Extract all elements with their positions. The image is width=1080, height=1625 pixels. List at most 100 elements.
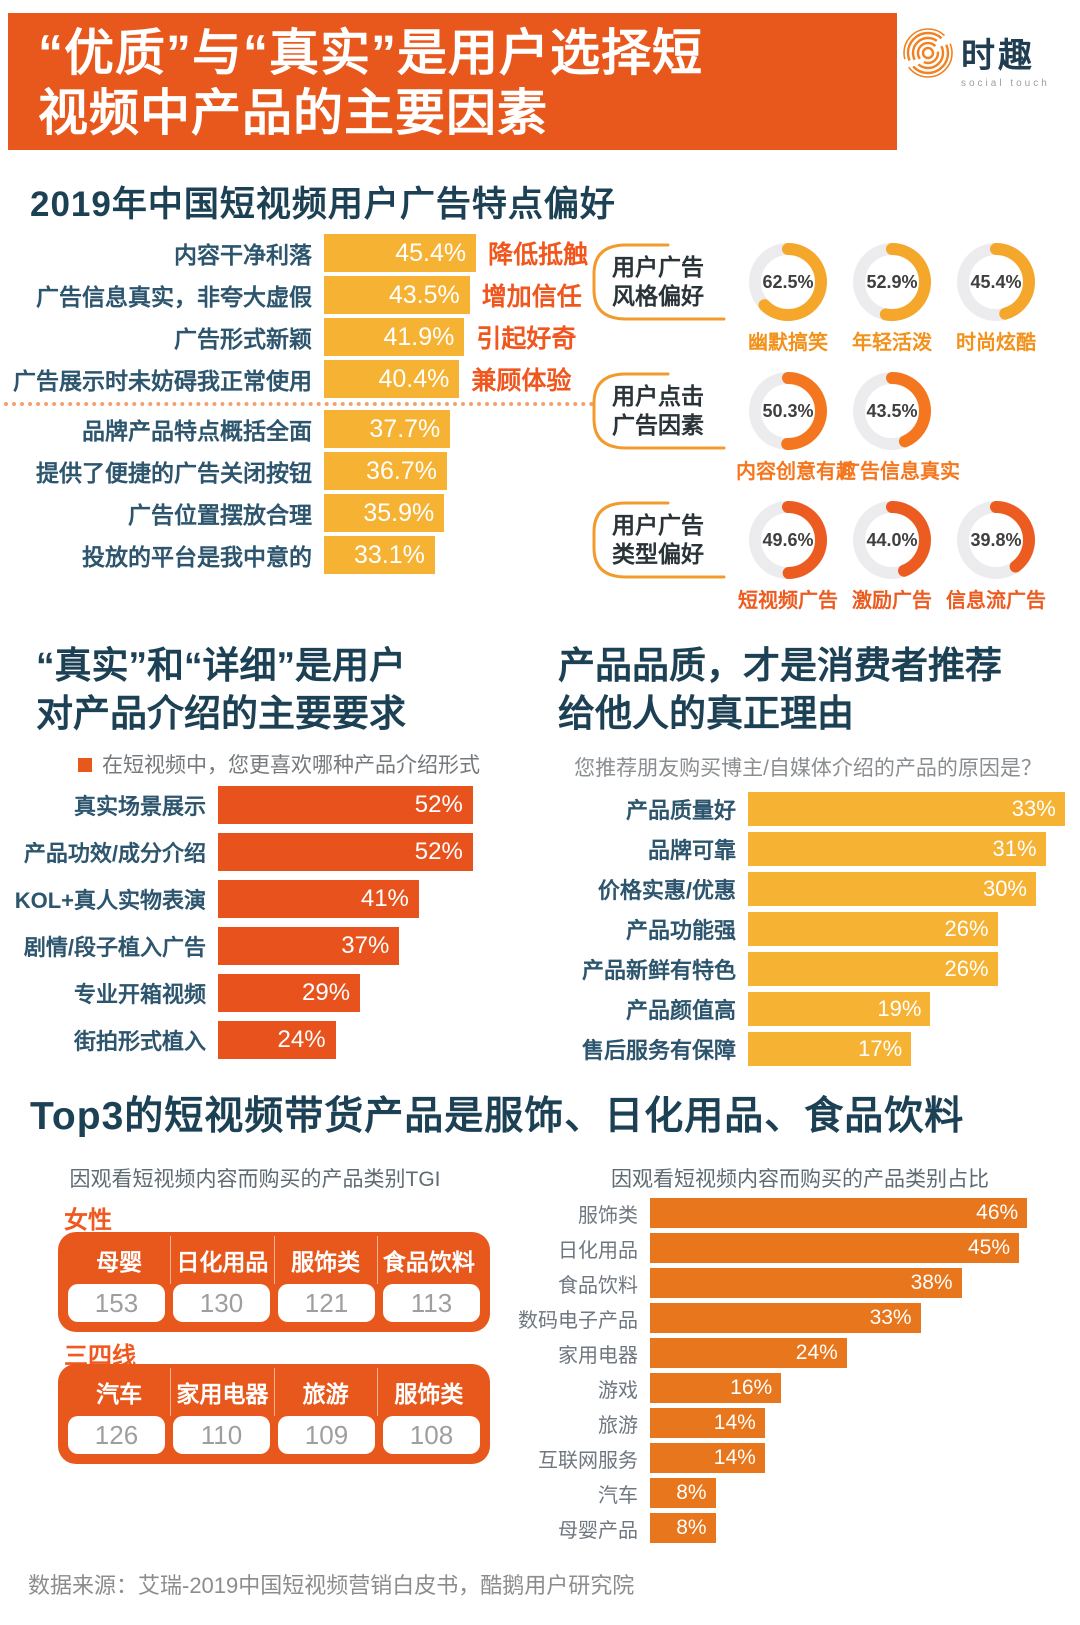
donut-item: 50.3% 内容创意有趣: [736, 369, 856, 484]
bar-value: 37.7%: [369, 414, 441, 443]
ad-traits-bar-chart: 内容干净利落 45.4% 降低抵触 广告信息真实，非夸大虚假 43.5% 增加信任 广告形式…: [4, 234, 594, 578]
bar-value: 41%: [360, 885, 409, 912]
tgi-female-label: 女性: [64, 1207, 112, 1234]
bar-value: 33%: [1011, 796, 1056, 821]
donut-gauge: 52.9%: [850, 240, 934, 324]
bar: 40.4%: [324, 360, 460, 398]
table-header-row: 汽车 家用电器 旅游 服饰类: [68, 1368, 480, 1416]
bar-label: 广告信息真实，非夸大虚假: [36, 284, 312, 310]
bar: 33.1%: [324, 536, 435, 574]
donut-ring-icon: [957, 501, 1035, 579]
social-touch-logo: 时趣 social touch: [903, 28, 1050, 89]
bar: 29%: [218, 974, 361, 1012]
bar-value: 29%: [302, 979, 351, 1006]
bar-row: 品牌可靠 31%: [548, 832, 1080, 866]
section2-left-title-line2: 对产品介绍的主要要求: [36, 693, 406, 734]
table-header-cell: 汽车: [96, 1381, 143, 1407]
section3-title: Top3的短视频带货产品是服饰、日化用品、食品饮料: [30, 1095, 965, 1138]
section2-left-title: “真实”和“详细”是用户 对产品介绍的主要要求: [36, 642, 406, 738]
bar: 19%: [748, 992, 931, 1026]
table-header-row: 母婴 日化用品 服饰类 食品饮料: [68, 1236, 480, 1284]
donut-value: 44.0%: [866, 529, 918, 550]
bar: 14%: [650, 1443, 765, 1473]
bar: 52%: [218, 786, 473, 824]
bar-value: 19%: [877, 996, 922, 1021]
donut-value: 62.5%: [762, 271, 814, 292]
section2-right-title-line1: 产品品质，才是消费者推荐: [558, 645, 1002, 686]
bar-label: 品牌产品特点概括全面: [82, 418, 312, 444]
bar-value: 14%: [713, 1446, 756, 1469]
bar: 41%: [218, 880, 419, 918]
donut-ring-icon: [853, 372, 931, 450]
bar-value: 24%: [795, 1341, 838, 1364]
bar-value: 14%: [713, 1411, 756, 1434]
bar-row: 投放的平台是我中意的 33.1%: [4, 536, 594, 574]
bar-label: 家用电器: [558, 1344, 638, 1367]
spiral-rings-icon: [903, 28, 953, 83]
donut-ring-icon: [853, 501, 931, 579]
table-value-cell: 126: [68, 1416, 165, 1454]
bar-label: 售后服务有保障: [581, 1038, 736, 1063]
bar-row: 旅游 14%: [470, 1408, 1070, 1438]
donut-group-label-text: 用户点击 广告因素: [598, 382, 718, 440]
donut-group-label: 用户广告 类型偏好: [588, 498, 728, 582]
bar-value: 46%: [976, 1201, 1019, 1224]
table-value-cell: 113: [383, 1284, 480, 1322]
bar-row: 服饰类 46%: [470, 1198, 1070, 1228]
bar-label: 街拍形式植入: [73, 1029, 206, 1054]
bar-row: 日化用品 45%: [470, 1233, 1070, 1263]
bar-row: 互联网服务 14%: [470, 1443, 1070, 1473]
donut-item: 39.8% 信息流广告: [944, 498, 1048, 613]
bar-label: 真实场景展示: [73, 794, 206, 819]
bar-value: 43.5%: [388, 280, 460, 309]
bar-label: 产品新鲜有特色: [581, 958, 736, 983]
donut-label: 广告信息真实: [840, 461, 960, 483]
bar: 37%: [218, 927, 400, 965]
bar-row: 广告信息真实，非夸大虚假 43.5% 增加信任: [4, 276, 594, 314]
donut-gauge: 62.5%: [746, 240, 830, 324]
table-value-cell: 110: [173, 1416, 270, 1454]
bar: 16%: [650, 1373, 782, 1403]
donut-item: 45.4% 时尚炫酷: [944, 240, 1048, 355]
recommend-reasons-bar-chart: 产品质量好 33% 品牌可靠 31% 价格实惠/优惠 30% 产品功能强 26% 产品新鲜有特色…: [548, 792, 1080, 1072]
table-header-cell: 家用电器: [170, 1368, 273, 1416]
donut-value: 39.8%: [970, 529, 1022, 550]
bar-value: 41.9%: [383, 322, 455, 351]
bar: 36.7%: [324, 452, 447, 490]
tgi-tier34-table: 汽车 家用电器 旅游 服饰类 126 110 109 108: [58, 1364, 490, 1464]
bar-label: 母婴产品: [558, 1519, 638, 1542]
donut-value: 50.3%: [762, 400, 814, 421]
donut-group: 用户广告 类型偏好 49.6% 短视频广告 44.0% 激励广告 39.8% 信息流广告: [588, 498, 1080, 613]
bar-row: 品牌产品特点概括全面 37.7%: [4, 410, 594, 448]
donut-gauge: 45.4%: [954, 240, 1038, 324]
bar-row: 家用电器 24%: [470, 1338, 1070, 1368]
bar: 26%: [748, 912, 998, 946]
donut-ring-icon: [853, 243, 931, 321]
donut-group: 用户广告 风格偏好 62.5% 幽默搞笑 52.9% 年轻活泼 45.4% 时尚炫酷: [588, 240, 1080, 355]
bar-row: 食品饮料 38%: [470, 1268, 1070, 1298]
bar: 31%: [748, 832, 1046, 866]
category-share-subtitle: 因观看短视频内容而购买的产品类别占比: [611, 1168, 989, 1191]
donut-value: 52.9%: [866, 271, 918, 292]
category-share-bar-chart: 服饰类 46% 日化用品 45% 食品饮料 38% 数码电子产品 33% 家用电器 24% 游戏 16…: [470, 1198, 1070, 1548]
bar-row: 售后服务有保障 17%: [548, 1032, 1080, 1066]
bar: 33%: [748, 792, 1065, 826]
bar-row: 内容干净利落 45.4% 降低抵触: [4, 234, 594, 272]
donut-label: 幽默搞笑: [748, 332, 828, 354]
bar-row: 产品新鲜有特色 26%: [548, 952, 1080, 986]
donut-item: 43.5% 广告信息真实: [840, 369, 960, 484]
bar-label: 互联网服务: [538, 1449, 638, 1472]
donut-item: 62.5% 幽默搞笑: [736, 240, 840, 355]
bar: 8%: [650, 1513, 716, 1543]
bar: 45.4%: [324, 234, 477, 272]
table-value-cell: 109: [278, 1416, 375, 1454]
bracket-outline-icon: [592, 501, 726, 579]
bar: 43.5%: [324, 276, 470, 314]
bar-row: 剧情/段子植入广告 37%: [8, 927, 538, 965]
bar-label: 投放的平台是我中意的: [82, 544, 312, 570]
section2-right-subtitle: 您推荐朋友购买博主/自媒体介绍的产品的原因是？: [574, 757, 1042, 780]
donut-gauges: 用户广告 风格偏好 62.5% 幽默搞笑 52.9% 年轻活泼 45.4% 时尚炫酷 用户点击广…: [588, 240, 1080, 627]
bar: 14%: [650, 1408, 765, 1438]
bar-value: 52%: [414, 838, 463, 865]
donut-group-label-text: 用户广告 风格偏好: [598, 253, 718, 311]
